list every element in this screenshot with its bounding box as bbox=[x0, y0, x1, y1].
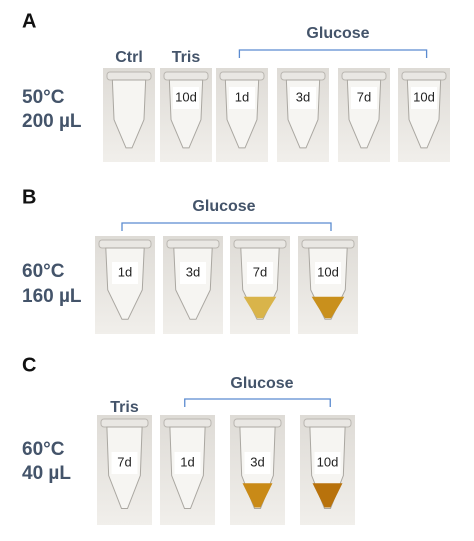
label-box bbox=[314, 452, 341, 474]
label-box bbox=[174, 452, 201, 474]
panel-letter: B bbox=[22, 186, 36, 208]
condition: 40 µL bbox=[22, 463, 71, 484]
label-box bbox=[112, 262, 138, 284]
bracket bbox=[238, 49, 428, 58]
condition: 160 µL bbox=[22, 286, 82, 307]
tube-label: 7d bbox=[357, 89, 371, 104]
tube-label: 7d bbox=[253, 264, 267, 279]
tube-label: 1d bbox=[180, 454, 194, 469]
tube-cap bbox=[98, 239, 152, 249]
bracket bbox=[184, 398, 331, 407]
group-label: Glucose bbox=[306, 25, 369, 42]
label-box bbox=[315, 262, 341, 284]
tube-body bbox=[111, 79, 147, 149]
label-box bbox=[111, 452, 138, 474]
tube-label: 3d bbox=[186, 264, 200, 279]
tube-header: Ctrl bbox=[115, 49, 143, 66]
tube-label: 10d bbox=[175, 89, 197, 104]
group-label: Glucose bbox=[192, 198, 255, 215]
tube bbox=[106, 71, 152, 149]
liquid bbox=[243, 296, 277, 319]
tube-cap bbox=[341, 71, 387, 81]
tube-label: 3d bbox=[250, 454, 264, 469]
label-box bbox=[411, 87, 437, 109]
tube-cap bbox=[301, 239, 355, 249]
tube-cap bbox=[163, 71, 209, 81]
tube-label: 10d bbox=[413, 89, 435, 104]
condition: 50°C bbox=[22, 87, 65, 108]
tube-label: 1d bbox=[118, 264, 132, 279]
tube-label: 10d bbox=[317, 264, 339, 279]
tube-cap bbox=[106, 71, 152, 81]
tube-cap bbox=[401, 71, 447, 81]
liquid bbox=[311, 296, 345, 319]
tube-header: Tris bbox=[172, 49, 201, 66]
tube-cap bbox=[233, 418, 282, 428]
liquid bbox=[242, 483, 273, 508]
label-box bbox=[180, 262, 206, 284]
condition: 200 µL bbox=[22, 111, 82, 132]
label-box bbox=[351, 87, 377, 109]
condition: 60°C bbox=[22, 261, 65, 282]
panel-letter: A bbox=[22, 10, 36, 32]
tube-cap bbox=[100, 418, 149, 428]
tube-label: 7d bbox=[117, 454, 131, 469]
tube-label: 10d bbox=[317, 454, 339, 469]
label-box bbox=[244, 452, 271, 474]
label-box bbox=[290, 87, 316, 109]
liquid bbox=[312, 483, 343, 508]
condition: 60°C bbox=[22, 439, 65, 460]
tube-label: 1d bbox=[235, 89, 249, 104]
group-label: Glucose bbox=[230, 375, 293, 392]
label-box bbox=[173, 87, 199, 109]
tube-cap bbox=[303, 418, 352, 428]
tube-cap bbox=[166, 239, 220, 249]
bracket bbox=[121, 222, 332, 231]
tube-cap bbox=[219, 71, 265, 81]
label-box bbox=[229, 87, 255, 109]
tube-cap bbox=[233, 239, 287, 249]
tube-cap bbox=[163, 418, 212, 428]
label-box bbox=[247, 262, 273, 284]
tube-header: Tris bbox=[110, 399, 139, 416]
tube-cap bbox=[280, 71, 326, 81]
panel-letter: C bbox=[22, 354, 36, 376]
tube-label: 3d bbox=[296, 89, 310, 104]
